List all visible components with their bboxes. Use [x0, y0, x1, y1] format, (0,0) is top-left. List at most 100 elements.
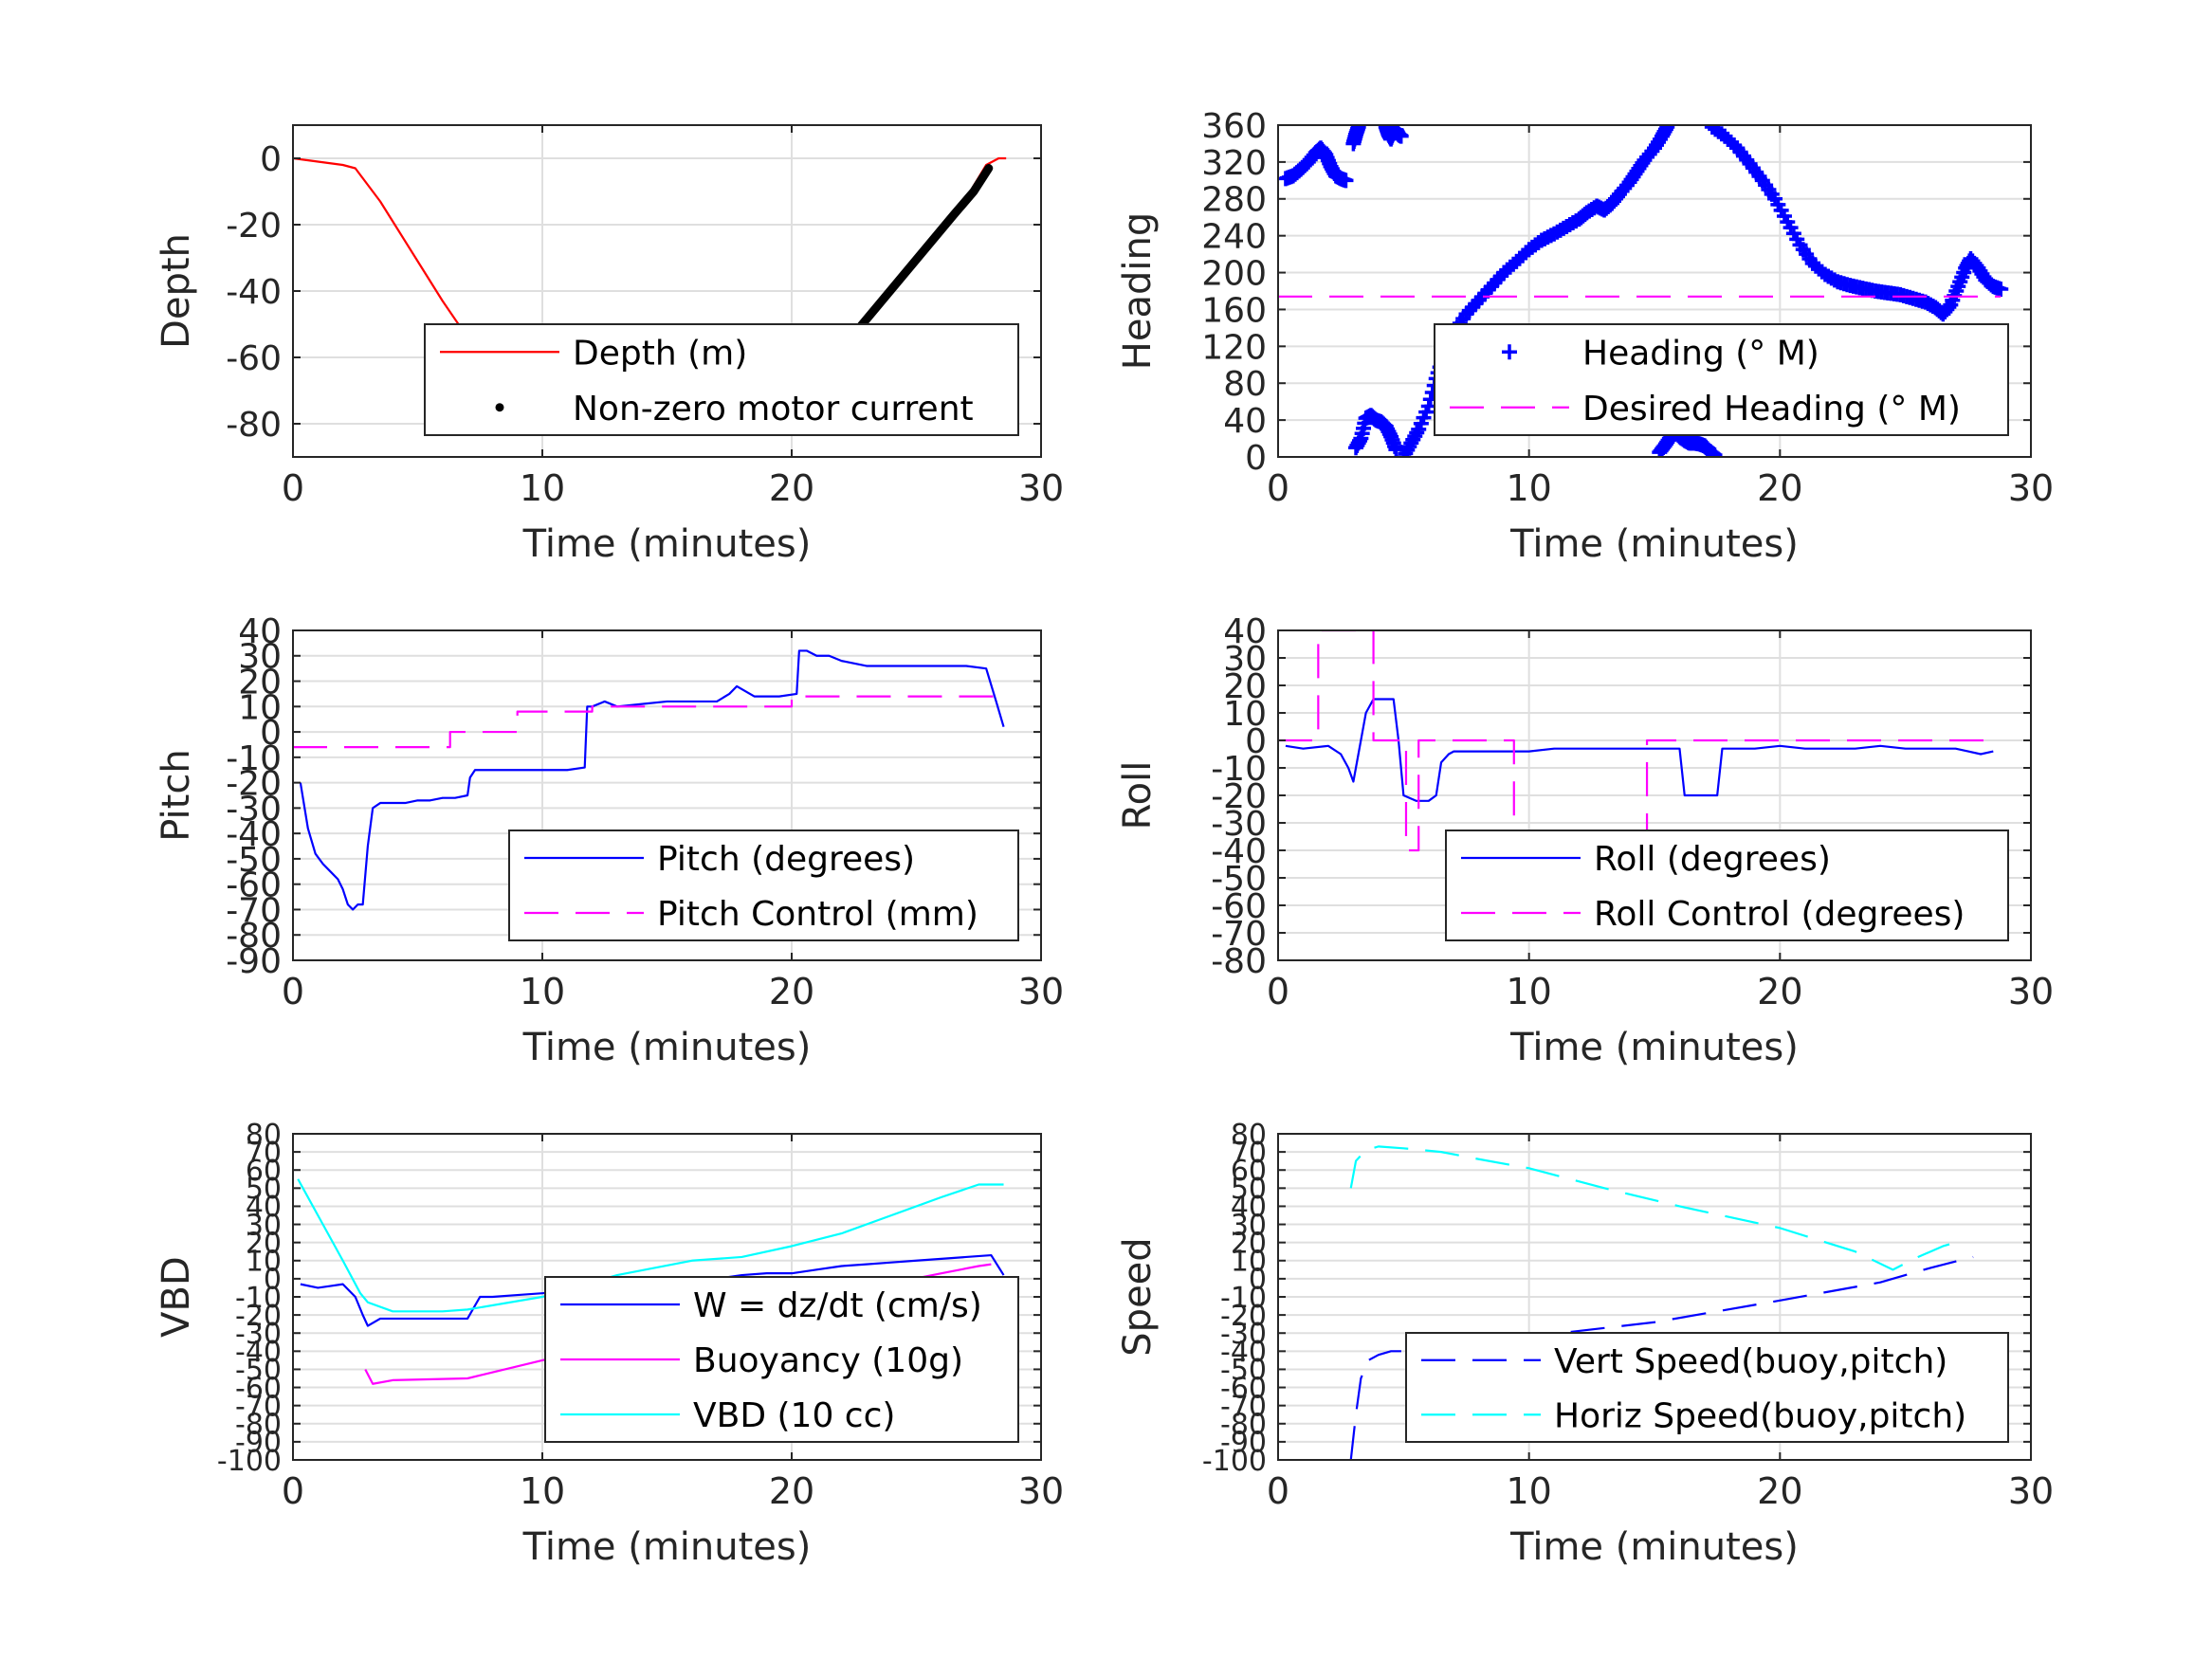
y-tick-label: 360 [1201, 107, 1267, 146]
x-tick-label: 10 [1506, 971, 1551, 1012]
x-tick-label: 10 [520, 971, 565, 1012]
y-tick-label: -70 [226, 891, 282, 930]
x-tick-label: 0 [1267, 467, 1289, 509]
y-tick-label: 30 [1223, 640, 1267, 679]
y-tick-label: 60 [1231, 1155, 1267, 1188]
y-tick-label: -20 [226, 765, 282, 804]
y-tick-label: 0 [260, 140, 282, 179]
x-tick-label: 30 [1018, 971, 1064, 1012]
legend-entry-horiz-speed-buoy-pitch-label: Horiz Speed(buoy,pitch) [1554, 1396, 1966, 1435]
y-tick-label: -40 [226, 273, 282, 312]
x-tick-label: 20 [1757, 971, 1802, 1012]
y-tick-label: -40 [1211, 832, 1267, 871]
axes-box [292, 629, 1042, 961]
y-tick-label: -50 [1211, 860, 1267, 899]
legend-entry-depth-m-label: Depth (m) [573, 334, 747, 373]
y-tick-label: 50 [1231, 1173, 1267, 1206]
legend-box [508, 830, 1019, 941]
legend-entry-vbd-10-cc-label: VBD (10 cc) [693, 1396, 895, 1435]
y-tick-label: -60 [235, 1372, 282, 1405]
y-tick-label: -60 [1220, 1372, 1267, 1405]
x-tick-label: 30 [1018, 1470, 1064, 1512]
x-axis-label: Time (minutes) [1509, 1525, 1799, 1569]
y-axis-label: Roll [1116, 761, 1160, 830]
y-tick-label: -10 [226, 739, 282, 778]
y-tick-label: -100 [217, 1445, 282, 1478]
y-tick-label: 60 [246, 1155, 282, 1188]
x-tick-label: 20 [769, 1470, 814, 1512]
y-tick-label: 70 [246, 1137, 282, 1170]
x-axis-label: Time (minutes) [1509, 522, 1799, 566]
y-tick-label: -70 [235, 1390, 282, 1423]
y-tick-label: 10 [1223, 695, 1267, 734]
y-tick-label: -80 [226, 917, 282, 956]
series-heading-m-marker [1659, 125, 1675, 135]
speed-subplot: 0 10 20 30-100-90-80-70-60-50-40-30-20-1001… [1116, 1119, 2054, 1569]
x-axis-label: Time (minutes) [522, 522, 812, 566]
y-tick-label: 80 [1231, 1119, 1267, 1152]
y-tick-label: 320 [1201, 144, 1267, 183]
legend: Roll (degrees) Roll Control (degrees) [1445, 830, 2009, 941]
legend-entry-roll-control-degrees-label: Roll Control (degrees) [1594, 895, 1965, 934]
y-axis-label: Depth [155, 233, 198, 349]
y-tick-label: -80 [1220, 1409, 1267, 1442]
y-axis-label: Pitch [155, 749, 198, 841]
y-tick-label: -60 [226, 339, 282, 378]
y-tick-label: 40 [1223, 402, 1267, 441]
legend-entry-roll-degrees-label: Roll (degrees) [1594, 840, 1831, 879]
y-tick-label: -50 [235, 1354, 282, 1387]
y-tick-label: 30 [1231, 1209, 1267, 1242]
x-tick-label: 0 [1267, 1470, 1289, 1512]
x-tick-label: 10 [520, 467, 565, 509]
x-tick-label: 30 [1018, 467, 1064, 509]
legend-entry-pitch-degrees-label: Pitch (degrees) [657, 840, 915, 879]
x-tick-label: 10 [520, 1470, 565, 1512]
y-tick-label: 10 [238, 688, 282, 727]
y-tick-label: 80 [246, 1119, 282, 1152]
legend-box [1434, 323, 2009, 436]
y-tick-label: 240 [1201, 218, 1267, 257]
legend-entry-heading-m-label: Heading (° M) [1582, 334, 1819, 373]
y-tick-label: 280 [1201, 181, 1267, 220]
y-tick-label: -10 [1220, 1282, 1267, 1315]
x-tick-label: 30 [2008, 971, 2054, 1012]
y-tick-label: 0 [1245, 439, 1267, 478]
x-tick-label: 0 [282, 971, 304, 1012]
legend-entry-non-zero-motor-current-label: Non-zero motor current [573, 390, 974, 428]
x-axis-label: Time (minutes) [522, 1525, 812, 1569]
legend: Depth (m) Non-zero motor current [424, 323, 1019, 436]
y-tick-label: -30 [235, 1318, 282, 1351]
y-tick-label: -20 [235, 1300, 282, 1333]
series-heading-m-marker [1393, 128, 1409, 144]
y-tick-label: 120 [1201, 328, 1267, 367]
depth-subplot: 0 10 20 30 0 -20 -40 -60 -80 Time (minutes) Depth D… [155, 124, 1064, 566]
y-tick-label: 80 [1223, 365, 1267, 404]
legend-entry-desired-heading-m-label: Desired Heading (° M) [1582, 390, 1961, 428]
x-tick-label: 10 [1506, 1470, 1551, 1512]
series-heading-m-marker [1338, 173, 1354, 189]
vbd-subplot: 0 10 20 30-100-90-80-70-60-50-40-30-20-1001… [155, 1119, 1064, 1569]
legend: W = dz/dt (cm/s) Buoyancy (10g) VBD (10 cc… [544, 1276, 1019, 1443]
legend-entry-buoyancy-10g-label: Buoyancy (10g) [693, 1341, 963, 1380]
y-tick-label: -90 [1220, 1427, 1267, 1460]
legend-box [1445, 830, 2009, 941]
y-tick-label: -30 [1220, 1318, 1267, 1351]
y-tick-label: 0 [1249, 1264, 1267, 1297]
y-tick-label: -80 [1211, 942, 1267, 981]
y-axis-label: Heading [1116, 212, 1160, 370]
plot-area [1278, 125, 2009, 457]
y-tick-label: -40 [1220, 1336, 1267, 1369]
y-tick-label: -90 [235, 1427, 282, 1460]
series-heading-m-marker [1993, 282, 2009, 298]
pitch-subplot: 0 10 20 30403020100-10-20-30-40-50-60-70-80… [155, 612, 1064, 1069]
y-tick-label: -70 [1220, 1390, 1267, 1423]
legend-entry-non-zero-motor-current-swatch [495, 403, 504, 412]
y-tick-label: -60 [226, 866, 282, 905]
y-tick-label: 40 [1223, 612, 1267, 651]
series-pitch-control-mm-line [293, 695, 996, 749]
y-tick-label: 30 [238, 638, 282, 677]
y-tick-label: 30 [246, 1209, 282, 1242]
y-tick-label: 40 [238, 612, 282, 651]
y-tick-label: 0 [1245, 722, 1267, 761]
